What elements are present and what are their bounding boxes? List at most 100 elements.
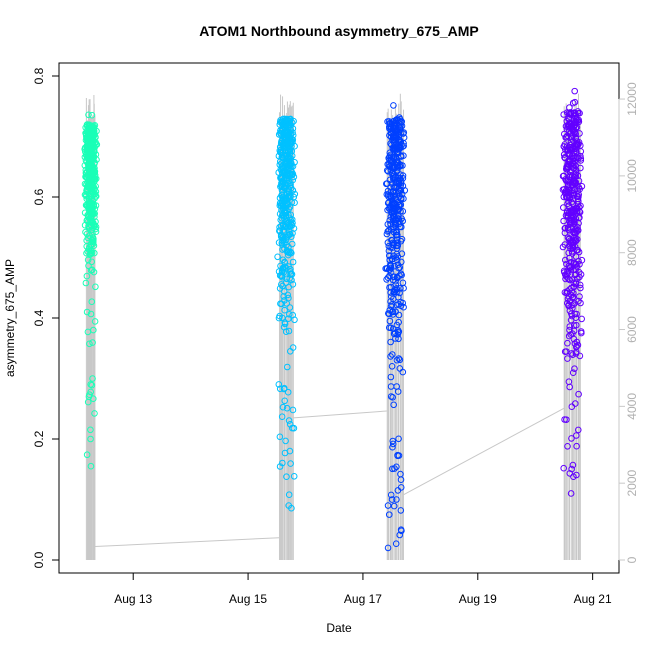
chart-title: ATOM1 Northbound asymmetry_675_AMP [199, 23, 479, 39]
data-point [90, 146, 98, 154]
series-3 [382, 102, 409, 552]
data-point [569, 461, 577, 469]
data-point [385, 310, 393, 318]
data-point [577, 328, 585, 335]
x-tick-label: Aug 21 [574, 592, 612, 606]
data-point [287, 161, 295, 168]
x-tick-label: Aug 19 [459, 592, 497, 606]
data-point [85, 212, 92, 220]
data-point [280, 385, 288, 393]
data-point [91, 410, 98, 417]
data-point [389, 125, 397, 132]
data-point [277, 127, 284, 134]
data-point [566, 276, 574, 284]
data-point [278, 272, 285, 280]
data-point [560, 111, 568, 118]
data-point [83, 308, 91, 316]
data-point [82, 228, 89, 236]
data-point [397, 187, 405, 194]
data-point [575, 297, 582, 305]
data-point [88, 211, 95, 218]
data-point [567, 109, 575, 117]
y-tick-label: 0.2 [32, 430, 46, 447]
data-point [564, 185, 572, 192]
data-point [283, 275, 291, 283]
data-point [398, 527, 405, 535]
data-point [561, 186, 568, 193]
y2-tick-label: 12000 [625, 82, 639, 116]
data-point [287, 348, 294, 355]
data-point [393, 356, 401, 364]
data-point [390, 215, 398, 222]
data-point [563, 146, 571, 154]
data-point [280, 293, 288, 300]
data-point [89, 240, 97, 247]
data-point [386, 252, 393, 260]
data-point [394, 331, 402, 338]
data-point [82, 279, 90, 287]
data-point [291, 199, 298, 206]
data-point [389, 173, 397, 180]
data-point [578, 315, 586, 323]
data-point [91, 249, 98, 257]
data-point [389, 440, 397, 448]
data-point [87, 249, 95, 257]
data-point [287, 181, 294, 188]
data-point [89, 174, 97, 182]
data-point [281, 117, 288, 124]
data-point [396, 356, 404, 364]
data-point [566, 194, 574, 202]
data-point [571, 87, 578, 95]
data-point [85, 151, 93, 158]
data-point [384, 239, 392, 246]
series-4 [559, 87, 586, 497]
data-point [85, 111, 92, 119]
data-point [283, 473, 290, 481]
data-point [573, 140, 581, 147]
data-point [283, 247, 291, 254]
data-point [396, 365, 404, 372]
data-point [278, 148, 285, 156]
data-point [387, 151, 394, 159]
data-point [287, 179, 294, 187]
data-point [390, 325, 397, 333]
data-point [87, 138, 94, 146]
data-point [577, 299, 584, 307]
data-point [573, 348, 580, 356]
data-point [284, 388, 292, 396]
data-point [575, 257, 582, 265]
x-tick-label: Aug 15 [229, 592, 267, 606]
data-point [392, 540, 400, 548]
data-point [576, 293, 583, 300]
data-point [397, 237, 405, 245]
data-point [577, 284, 584, 292]
data-point [398, 271, 405, 279]
data-point [393, 166, 401, 174]
data-point [384, 221, 392, 228]
data-point [278, 300, 285, 308]
data-point [566, 323, 574, 330]
data-point [562, 224, 569, 232]
data-point [85, 173, 92, 180]
data-point [396, 114, 403, 121]
data-point [285, 185, 293, 193]
data-point [572, 400, 579, 407]
data-point [393, 463, 400, 471]
data-point [390, 502, 398, 510]
data-point [575, 390, 582, 398]
data-point [278, 281, 285, 288]
data-point [569, 163, 577, 170]
data-point [387, 491, 395, 499]
data-point [564, 182, 572, 189]
data-point [396, 137, 403, 144]
data-point [569, 99, 577, 107]
data-point [574, 341, 582, 349]
data-point [284, 224, 292, 231]
data-point [276, 433, 284, 441]
x-tick-label: Aug 17 [344, 592, 382, 606]
data-point [289, 187, 297, 194]
data-point [384, 502, 392, 509]
data-point [286, 304, 294, 311]
data-point [569, 127, 577, 135]
